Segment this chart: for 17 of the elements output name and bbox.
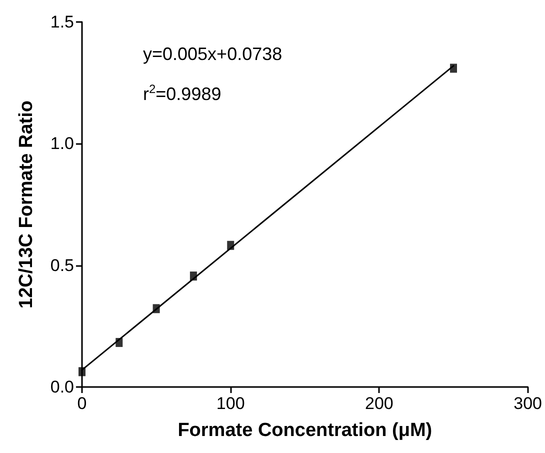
- point: [190, 272, 197, 281]
- point: [116, 338, 123, 347]
- x-tick-label: 100: [216, 394, 245, 413]
- y-tick-label: 1.0: [50, 134, 74, 154]
- y-tick-label: 0.5: [50, 256, 74, 275]
- x-axis-title: Formate Concentration (μM): [178, 420, 432, 441]
- x-tick-label: 200: [365, 394, 394, 413]
- point: [152, 304, 160, 314]
- x-tick-label: 0: [77, 394, 87, 413]
- annotation: y=0.005x+0.0738: [143, 44, 282, 64]
- point: [227, 240, 234, 250]
- point: [450, 64, 458, 73]
- y-tick-label: 1.5: [50, 12, 74, 32]
- y-axis-title: 12C/13C Formate Ratio: [16, 100, 37, 309]
- point: [78, 367, 86, 376]
- y-tick-label: 0.0: [50, 378, 74, 396]
- x-tick-label: 300: [514, 394, 542, 413]
